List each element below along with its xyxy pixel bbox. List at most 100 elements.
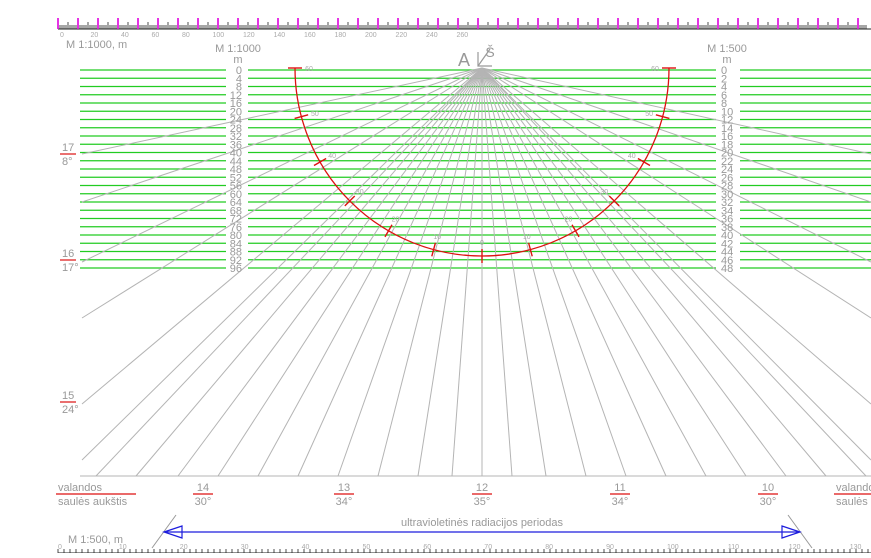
bottom-ruler-label: 40 — [302, 544, 310, 551]
sun-ray — [337, 67, 483, 477]
arc-label: 20 — [392, 217, 400, 224]
left-axis-value: 32 — [230, 131, 242, 143]
sun-ray — [81, 67, 483, 461]
bottom-hour-label: 10 — [762, 482, 774, 494]
right-axis-values: 0246810121416182022242628303234363840424… — [721, 65, 733, 275]
sun-ray — [377, 67, 483, 477]
grid-lines — [80, 69, 871, 269]
sun-ray — [481, 67, 871, 319]
right-axis-value: 32 — [721, 197, 733, 209]
left-axis-value: 88 — [230, 247, 242, 259]
bottom-ruler-label: 30 — [241, 544, 249, 551]
sun-ray — [451, 67, 483, 477]
sun-rays — [80, 67, 871, 477]
sun-ray — [481, 67, 871, 203]
bottom-altitude-label: 30° — [760, 496, 777, 508]
arc-label: 60 — [305, 66, 313, 73]
arc-tick — [344, 195, 356, 207]
uv-period-label: ultravioletinės radiacijos periodas — [401, 517, 564, 529]
left-axis-value: 84 — [230, 238, 242, 250]
top-ruler-label: 100 — [213, 32, 225, 39]
arc-tick — [637, 157, 651, 167]
bottom-ruler-label: 0 — [58, 544, 62, 551]
left-axis-value: 64 — [230, 197, 242, 209]
left-axis-value: 92 — [230, 255, 242, 267]
sun-ray — [177, 67, 483, 477]
arc-tick — [571, 224, 580, 238]
top-ruler-label: 160 — [304, 32, 316, 39]
bottom-ruler-label: 90 — [606, 544, 614, 551]
top-ruler-label: 180 — [335, 32, 347, 39]
top-ruler-label: 20 — [91, 32, 99, 39]
left-axis-value: 20 — [230, 106, 242, 118]
top-ruler-label: 200 — [365, 32, 377, 39]
legend-altitude-right: saulės a — [836, 496, 871, 508]
sun-ray — [481, 67, 707, 477]
right-axis-value: 26 — [721, 172, 733, 184]
right-axis-value: 18 — [721, 139, 733, 151]
sun-ray — [481, 67, 547, 477]
sun-ray — [481, 67, 871, 155]
legend-hours: valandos — [58, 482, 103, 494]
arc-label: 60 — [651, 66, 659, 73]
arc-label: 40 — [628, 153, 636, 160]
left-axis-value: 52 — [230, 172, 242, 184]
side-hour-label: 17 — [62, 142, 74, 154]
right-unit-label: m — [722, 54, 731, 66]
left-axis-value: 8 — [236, 82, 242, 94]
right-axis-value: 14 — [721, 123, 733, 135]
sun-ray — [481, 67, 827, 477]
sun-ray — [481, 67, 587, 477]
right-axis-value: 12 — [721, 115, 733, 127]
top-scale-label: M 1:1000, m — [66, 39, 127, 51]
sun-ray — [257, 67, 483, 477]
bottom-hour-label: 13 — [338, 482, 350, 494]
left-axis-value: 28 — [230, 123, 242, 135]
arc-label: 50 — [645, 111, 653, 118]
right-axis-value: 24 — [721, 164, 733, 176]
arc-label: 10 — [523, 234, 531, 241]
bottom-scale-ruler: 0 10 20 30 40 50 60 70 80 90 100 110 120 130 — [57, 544, 871, 554]
right-axis-value: 4 — [721, 82, 727, 94]
top-ruler-label: 60 — [152, 32, 160, 39]
sun-ray — [297, 67, 483, 477]
arc-tick — [608, 195, 620, 207]
compass-a: A — [458, 50, 470, 70]
right-axis-value: 8 — [721, 98, 727, 110]
uv-period-arrow — [162, 525, 802, 539]
left-axis-value: 0 — [236, 65, 242, 77]
right-axis-value: 20 — [721, 148, 733, 160]
bottom-hour-label: 11 — [614, 482, 625, 494]
right-axis-value: 38 — [721, 222, 733, 234]
bottom-ruler-label: 20 — [180, 544, 188, 551]
left-axis-values: 0481216202428323640444852566064687276808… — [230, 65, 242, 275]
sun-ray — [81, 67, 483, 155]
left-axis-value: 16 — [230, 98, 242, 110]
arc-labels: 60 50 40 30 20 10 0 10 20 30 40 50 60 — [305, 66, 659, 247]
arc-label: 20 — [565, 217, 573, 224]
arc-tick — [294, 114, 309, 120]
sun-ray — [81, 67, 483, 319]
left-axis-value: 80 — [230, 230, 242, 242]
top-scale-ruler: 0 20 40 60 80 100 120 140 160 180 200 220 240 260 — [57, 18, 871, 39]
right-scale-label: M 1:500 — [707, 43, 747, 55]
bottom-ruler-label: 50 — [363, 544, 371, 551]
sun-ray — [481, 67, 787, 477]
right-axis-value: 30 — [721, 189, 733, 201]
right-axis-value: 6 — [721, 90, 727, 102]
right-axis-value: 40 — [721, 230, 733, 242]
bottom-ruler-label: 110 — [728, 544, 739, 551]
arc-tick — [655, 114, 670, 120]
arc-tick — [431, 242, 437, 257]
left-axis-value: 56 — [230, 181, 242, 193]
arc-label: 10 — [433, 234, 441, 241]
left-axis-value: 36 — [230, 139, 242, 151]
sun-ray — [417, 67, 483, 477]
bottom-ruler-label: 120 — [789, 544, 801, 551]
sun-ray — [81, 67, 483, 405]
bottom-scale-label: M 1:500, m — [68, 534, 123, 546]
right-axis-value: 2 — [721, 73, 727, 85]
bottom-ruler-label: 80 — [545, 544, 553, 551]
top-ruler-label: 140 — [274, 32, 286, 39]
